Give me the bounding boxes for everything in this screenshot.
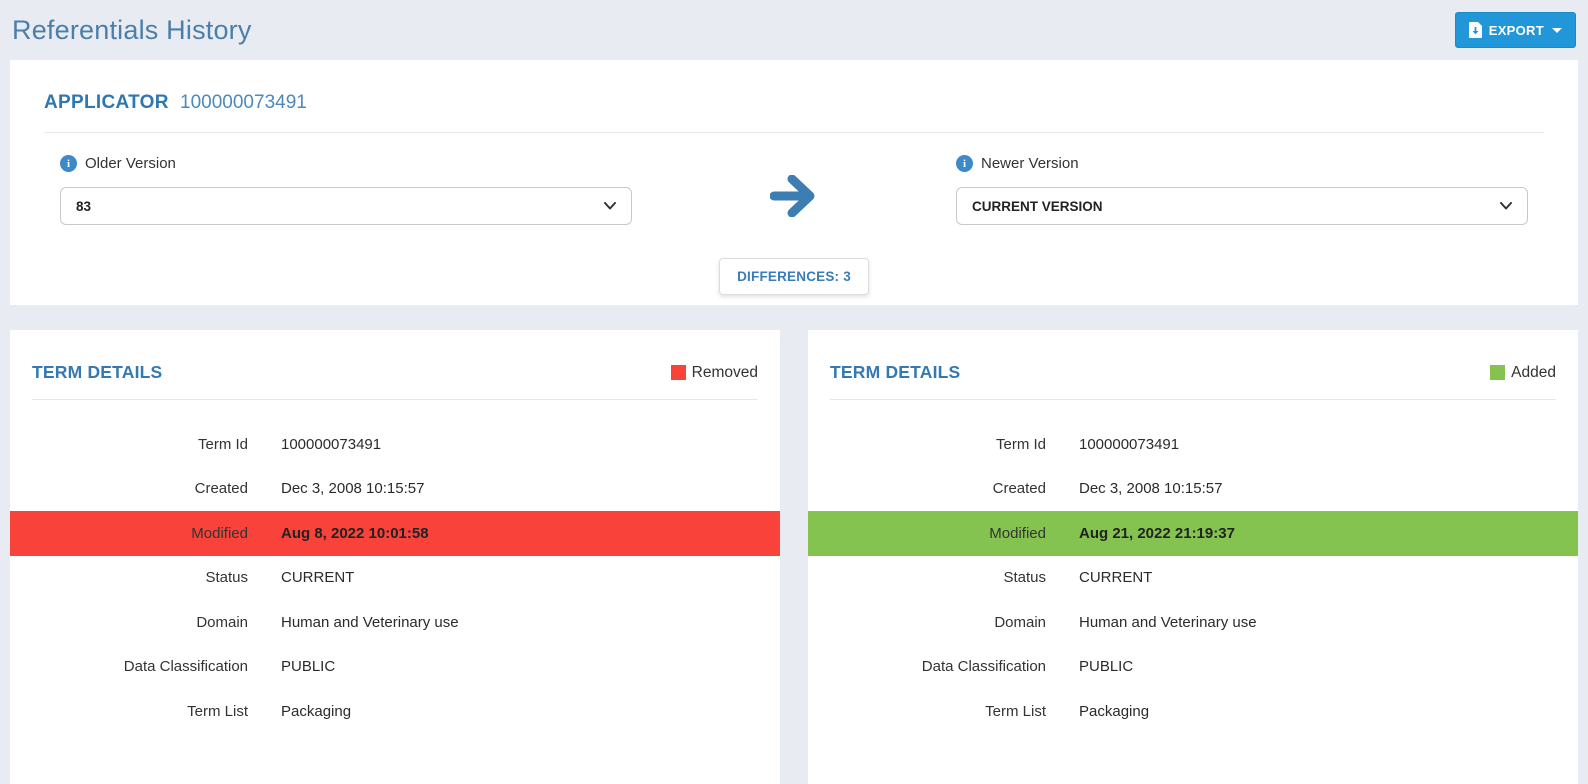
term-details-panel-newer: TERM DETAILS Added Term Id 100000073491 … [808, 330, 1578, 784]
panel-title: TERM DETAILS [830, 362, 961, 382]
table-row-highlight-removed: Modified Aug 8, 2022 10:01:58 [10, 511, 780, 556]
row-value: CURRENT [281, 569, 355, 587]
applicator-heading: APPLICATOR 100000073491 [34, 76, 1554, 132]
row-label: Domain [196, 613, 248, 631]
arrow-right-icon [769, 174, 818, 222]
caret-down-icon [1552, 27, 1562, 33]
page-title: Referentials History [12, 14, 252, 45]
row-value: 100000073491 [281, 435, 382, 453]
removed-swatch-icon [670, 365, 686, 380]
info-icon[interactable]: i [60, 155, 77, 172]
export-button[interactable]: EXPORT [1454, 12, 1576, 48]
added-swatch-icon [1490, 365, 1506, 380]
panel-title: TERM DETAILS [32, 362, 163, 382]
row-label: Status [1003, 569, 1046, 587]
export-button-label: EXPORT [1488, 22, 1544, 38]
divider [32, 399, 758, 400]
older-version-select[interactable]: 83 [60, 187, 632, 225]
table-row: Term Id 100000073491 [10, 422, 780, 467]
row-label: Term List [985, 702, 1046, 720]
divider [830, 399, 1556, 400]
table-row: Status CURRENT [10, 556, 780, 601]
applicator-label: APPLICATOR [44, 92, 169, 113]
row-label: Term Id [995, 435, 1046, 453]
newer-version-selected-value: CURRENT VERSION [972, 198, 1103, 214]
detail-rows: Term Id 100000073491 Created Dec 3, 2008… [808, 422, 1578, 734]
term-details-panel-older: TERM DETAILS Removed Term Id 10000007349… [10, 330, 780, 784]
row-label: Modified [989, 524, 1046, 542]
table-row: Domain Human and Veterinary use [10, 600, 780, 645]
file-export-icon [1468, 22, 1482, 38]
newer-version-select[interactable]: CURRENT VERSION [956, 187, 1528, 225]
row-value: Dec 3, 2008 10:15:57 [1079, 480, 1223, 498]
table-row: Created Dec 3, 2008 10:15:57 [808, 467, 1578, 512]
divider [44, 132, 1544, 133]
row-label: Status [205, 569, 248, 587]
older-version-selected-value: 83 [76, 198, 92, 214]
row-value: Packaging [281, 702, 352, 720]
legend-removed-label: Removed [691, 363, 758, 381]
table-row: Domain Human and Veterinary use [808, 600, 1578, 645]
chevron-down-icon [1500, 202, 1512, 210]
version-compare-row: i Older Version 83 DIFFERENCE [34, 133, 1554, 295]
comparison-card: APPLICATOR 100000073491 i Older Version … [10, 60, 1578, 305]
older-version-label-row: i Older Version [60, 155, 632, 172]
row-label: Created [992, 480, 1046, 498]
detail-rows: Term Id 100000073491 Created Dec 3, 2008… [10, 422, 780, 734]
older-version-column: i Older Version 83 [60, 155, 632, 295]
table-row: Created Dec 3, 2008 10:15:57 [10, 467, 780, 512]
row-value: 100000073491 [1079, 435, 1180, 453]
term-details-panels: TERM DETAILS Removed Term Id 10000007349… [10, 330, 1578, 784]
row-value: CURRENT [1079, 569, 1153, 587]
row-value: Human and Veterinary use [1079, 613, 1257, 631]
info-icon[interactable]: i [956, 155, 973, 172]
newer-version-label-row: i Newer Version [956, 155, 1528, 172]
table-row: Term List Packaging [808, 689, 1578, 734]
row-value: Packaging [1079, 702, 1150, 720]
row-value: Dec 3, 2008 10:15:57 [281, 480, 425, 498]
applicator-id: 100000073491 [180, 92, 307, 113]
row-value: PUBLIC [1079, 658, 1134, 676]
row-value: Human and Veterinary use [281, 613, 459, 631]
table-row: Data Classification PUBLIC [10, 645, 780, 690]
row-label: Modified [191, 524, 248, 542]
legend-added-label: Added [1511, 363, 1556, 381]
row-label: Created [194, 480, 248, 498]
newer-version-column: i Newer Version CURRENT VERSION [956, 155, 1528, 295]
panel-header: TERM DETAILS Added [808, 350, 1578, 399]
differences-badge: DIFFERENCES: 3 [719, 258, 869, 295]
table-row: Data Classification PUBLIC [808, 645, 1578, 690]
row-value: PUBLIC [281, 658, 336, 676]
row-label: Term Id [197, 435, 248, 453]
row-label: Domain [994, 613, 1046, 631]
newer-version-label: Newer Version [981, 155, 1079, 172]
row-label: Data Classification [123, 658, 248, 676]
row-label: Term List [187, 702, 248, 720]
legend-added: Added [1490, 364, 1556, 382]
compare-middle-column: DIFFERENCES: 3 [632, 155, 956, 295]
row-label: Data Classification [921, 658, 1046, 676]
table-row: Status CURRENT [808, 556, 1578, 601]
row-value: Aug 8, 2022 10:01:58 [281, 524, 429, 542]
row-value: Aug 21, 2022 21:19:37 [1079, 524, 1235, 542]
table-row: Term Id 100000073491 [808, 422, 1578, 467]
older-version-label: Older Version [85, 155, 176, 172]
top-bar: Referentials History EXPORT [10, 0, 1578, 60]
table-row-highlight-added: Modified Aug 21, 2022 21:19:37 [808, 511, 1578, 556]
panel-header: TERM DETAILS Removed [10, 350, 780, 399]
legend-removed: Removed [670, 363, 758, 382]
chevron-down-icon [604, 202, 616, 210]
table-row: Term List Packaging [10, 689, 780, 734]
